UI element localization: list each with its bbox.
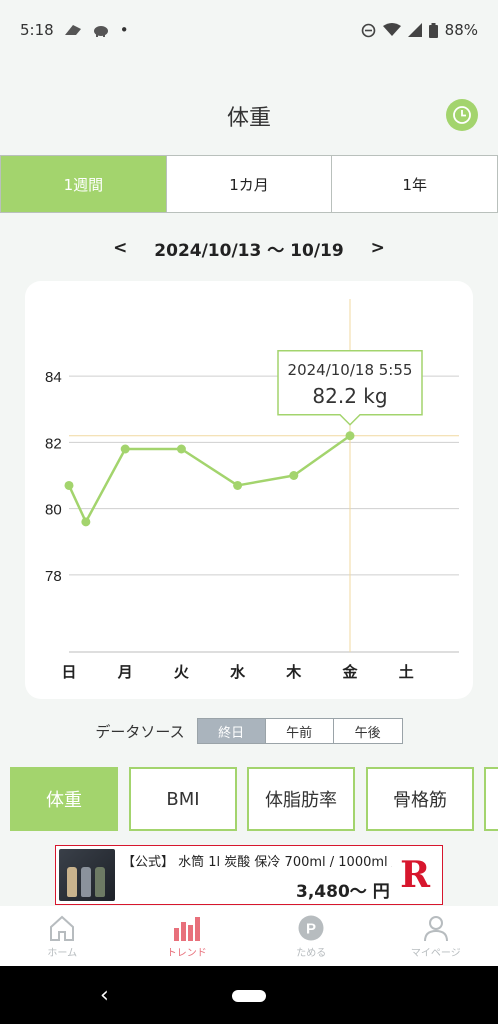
data-point [233, 480, 243, 490]
tab-1-year[interactable]: 1年 [332, 156, 498, 212]
status-bar: 5:18 • 88% [0, 0, 498, 60]
metric-tabs: 体重 BMI 体脂肪率 骨格筋 [10, 767, 498, 831]
source-all-day[interactable]: 終日 [197, 719, 266, 743]
header: 体重 [0, 88, 498, 144]
prev-week-button[interactable]: < [113, 238, 128, 258]
y-tick-label: 82 [45, 435, 62, 452]
points-icon: P [298, 915, 324, 940]
tab-1-week[interactable]: 1週間 [1, 156, 167, 212]
ad-title: 【公式】 水筒 1l 炭酸 保冷 700ml / 1000ml / 1... [122, 855, 392, 870]
source-afternoon[interactable]: 午後 [333, 719, 402, 743]
back-chevron-icon[interactable]: ‹ [100, 982, 109, 1008]
ad-banner[interactable]: 【公式】 水筒 1l 炭酸 保冷 700ml / 1000ml / 1... 3… [55, 845, 443, 905]
clock-icon [453, 106, 471, 124]
system-navigation-bar: ‹ [0, 966, 498, 1024]
tab-1-month[interactable]: 1カ月 [166, 156, 333, 212]
metric-tab-next-partial[interactable] [484, 767, 498, 831]
nav-points[interactable]: P ためる [249, 906, 374, 966]
nav-trend[interactable]: トレンド [125, 906, 250, 966]
home-pill-button[interactable] [232, 990, 266, 1002]
piggy-bank-icon [92, 23, 110, 37]
nav-home[interactable]: ホーム [0, 906, 125, 966]
tooltip-value: 82.2 kg [312, 384, 387, 408]
x-tick-label: 月 [117, 663, 133, 681]
x-tick-label: 日 [61, 663, 76, 681]
trend-chart-icon [173, 916, 200, 941]
date-navigation: < 2024/10/13 〜 10/19 > [0, 230, 498, 266]
weight-chart-card: 78 80 82 84 日 月 火 水 木 金 土 2024/10/18 5:55 82.2 kg [25, 281, 473, 699]
history-clock-button[interactable] [446, 99, 478, 131]
source-morning[interactable]: 午前 [265, 719, 334, 743]
tooltip-box [277, 350, 423, 426]
data-source-label: データソース [95, 722, 185, 741]
app-notification-icon [64, 23, 82, 37]
data-point [81, 517, 91, 527]
user-icon [423, 915, 448, 941]
metric-tab-body-fat[interactable]: 体脂肪率 [247, 767, 355, 831]
x-tick-label: 土 [399, 663, 414, 681]
y-tick-label: 78 [45, 568, 62, 585]
do-not-disturb-icon [361, 23, 376, 38]
cell-signal-icon [407, 23, 422, 37]
data-source-row: データソース 終日 午前 午後 [0, 718, 498, 744]
metric-tab-weight[interactable]: 体重 [10, 767, 118, 831]
nav-trend-label: トレンド [166, 947, 207, 959]
nav-home-label: ホーム [47, 947, 78, 959]
date-range: 2024/10/13 〜 10/19 [154, 240, 344, 261]
data-point [64, 480, 74, 490]
tooltip-date: 2024/10/18 5:55 [288, 361, 413, 379]
page-title: 体重 [226, 106, 271, 131]
data-point [176, 444, 186, 454]
metric-tab-bmi[interactable]: BMI [129, 767, 237, 831]
rakuten-logo: R [400, 854, 430, 896]
y-tick-label: 80 [45, 502, 62, 519]
status-time: 5:18 [20, 21, 54, 39]
period-tabs: 1週間 1カ月 1年 [0, 155, 498, 213]
svg-text:P: P [306, 920, 316, 937]
y-tick-label: 84 [45, 369, 62, 386]
data-source-toggle: 終日 午前 午後 [196, 718, 403, 744]
home-icon [50, 915, 75, 941]
x-tick-label: 水 [230, 663, 246, 681]
nav-points-label: ためる [296, 947, 327, 959]
battery-icon [428, 22, 438, 38]
data-point [120, 444, 130, 454]
weight-line-chart[interactable]: 78 80 82 84 日 月 火 水 木 金 土 2024/10/18 5:55 82.2 kg [25, 281, 473, 699]
ad-price: 3,480〜 円 [296, 882, 390, 902]
wifi-icon [382, 23, 401, 37]
ad-product-image [59, 849, 115, 901]
battery-percent: 88% [444, 21, 478, 39]
nav-mypage-label: マイページ [410, 947, 461, 959]
x-tick-label: 火 [174, 663, 190, 681]
bottom-navigation: ホーム トレンド P ためる マイページ [0, 906, 498, 966]
data-point [289, 471, 299, 480]
nav-mypage[interactable]: マイページ [374, 906, 498, 966]
metric-tab-skeletal-muscle[interactable]: 骨格筋 [366, 767, 474, 831]
more-notifications-dot: • [119, 21, 129, 39]
next-week-button[interactable]: > [370, 238, 385, 258]
x-tick-label: 木 [285, 663, 302, 681]
data-point [345, 431, 355, 441]
x-tick-label: 金 [341, 663, 358, 681]
